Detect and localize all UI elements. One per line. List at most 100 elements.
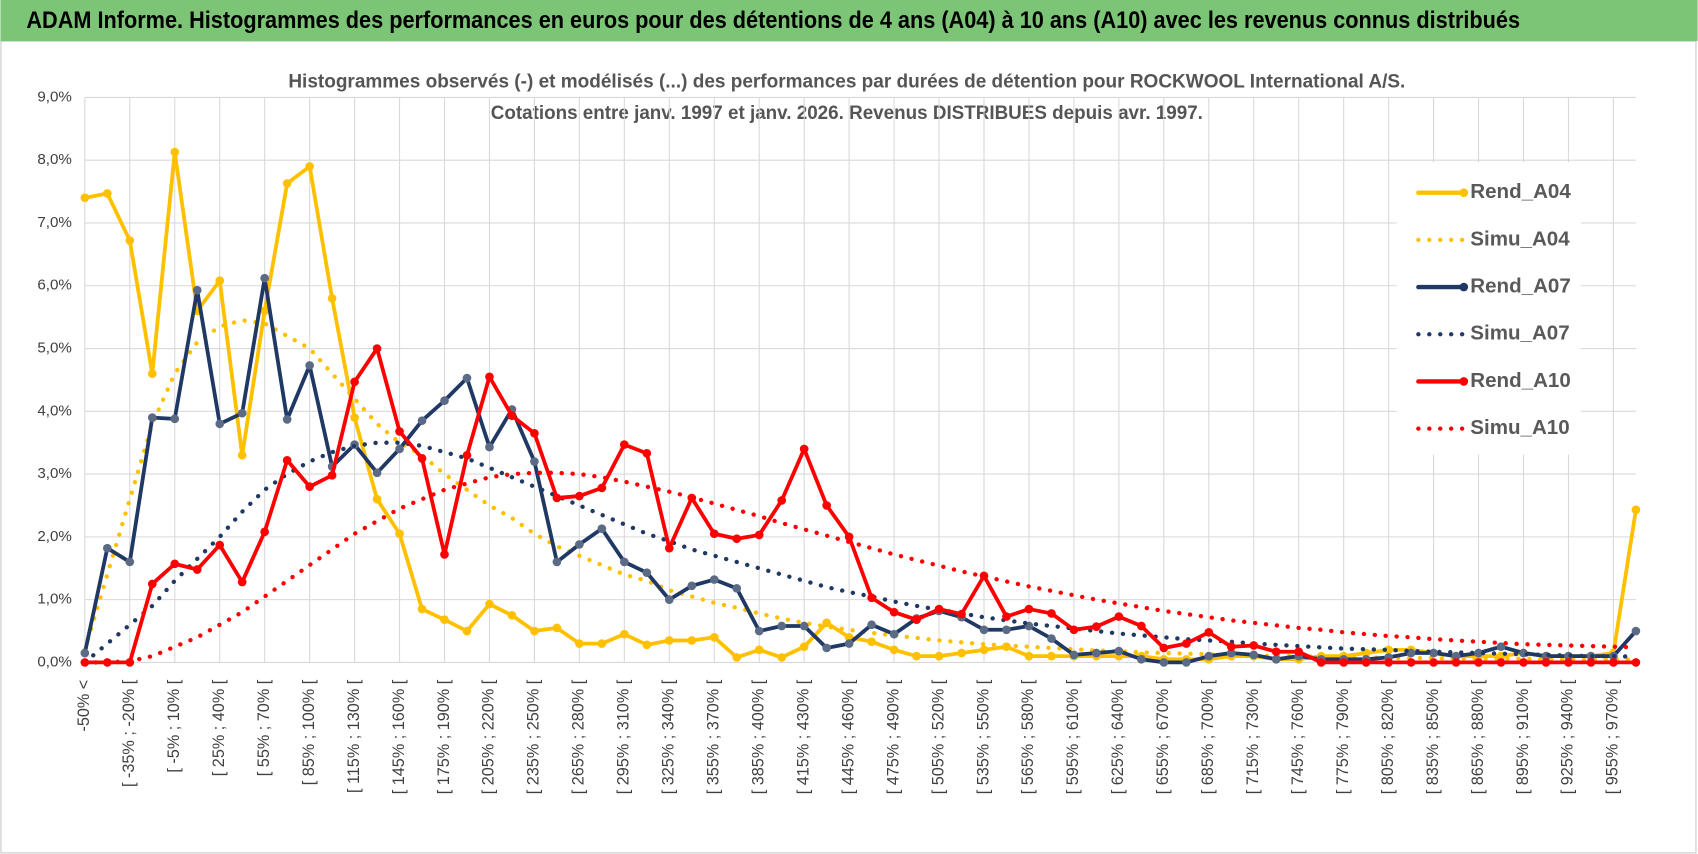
data-point [1429, 658, 1438, 667]
data-point [889, 645, 899, 655]
data-point [754, 530, 764, 540]
data-point [1361, 658, 1371, 667]
data-point [1137, 621, 1146, 631]
data-point [799, 621, 809, 631]
x-tick-label: [ 145% ; 160% [ [390, 679, 408, 794]
data-point [575, 639, 584, 648]
data-point [754, 645, 764, 655]
data-point [552, 493, 562, 503]
x-tick-label: [ 775% ; 790% [ [1334, 679, 1352, 794]
data-point [327, 293, 337, 303]
x-tick-label: [ 655% ; 670% [ [1154, 679, 1172, 794]
data-point [664, 636, 674, 645]
data-point [395, 427, 404, 436]
page-title: ADAM Informe. Histogrammes des performan… [26, 7, 1520, 34]
data-point [979, 625, 989, 635]
data-point [1226, 642, 1236, 652]
data-point [260, 527, 269, 537]
data-point [102, 543, 112, 553]
data-point [1631, 626, 1641, 636]
data-point [462, 626, 472, 636]
data-point [732, 584, 742, 593]
data-point [597, 524, 607, 534]
x-tick-label: [ 265% ; 280% [ [570, 679, 588, 794]
data-point [237, 577, 247, 587]
data-point [1249, 650, 1259, 660]
x-tick-label: [ 355% ; 370% [ [705, 679, 723, 794]
data-point [664, 595, 674, 604]
data-point [1047, 634, 1056, 643]
data-point [372, 344, 382, 353]
data-point [1586, 658, 1596, 667]
data-point [395, 444, 404, 454]
data-point [957, 648, 966, 658]
x-tick-label: [ 925% ; 940% [ [1559, 679, 1577, 794]
series-line [82, 470, 1639, 665]
data-point [912, 615, 921, 625]
x-tick-label: [ 175% ; 190% [ [435, 679, 453, 794]
data-point [1451, 651, 1461, 661]
y-tick-label: 9,0% [37, 88, 72, 105]
data-point [1024, 604, 1034, 614]
data-point [867, 593, 876, 603]
data-point [777, 621, 787, 631]
data-point [754, 626, 764, 636]
data-point [80, 648, 90, 658]
data-point [1181, 639, 1191, 648]
data-point [1204, 627, 1214, 637]
data-point [1002, 612, 1011, 621]
legend-label: Rend_A10 [1470, 369, 1571, 392]
data-point [1474, 658, 1483, 667]
legend-label: Simu_A07 [1470, 322, 1569, 345]
data-point [889, 629, 899, 639]
chart-subtitle: Cotations entre janv. 1997 et janv. 2026… [491, 102, 1203, 124]
data-point [1047, 651, 1056, 661]
data-point [440, 396, 449, 405]
data-point [709, 529, 719, 539]
y-tick-label: 1,0% [37, 591, 72, 608]
x-tick-label: [ 385% ; 400% [ [749, 679, 767, 794]
legend-label: Simu_A04 [1470, 227, 1570, 250]
data-point [1631, 505, 1641, 515]
data-point [867, 620, 876, 630]
data-point [777, 496, 787, 505]
data-point [147, 413, 157, 422]
x-tick-label: [ 25% ; 40% [ [210, 679, 228, 776]
data-point [1047, 609, 1056, 618]
x-tick-label: [ 295% ; 310% [ [615, 679, 633, 794]
data-point [282, 415, 292, 424]
data-point [417, 604, 427, 614]
data-point [260, 273, 269, 283]
data-point [1496, 642, 1506, 652]
data-point [709, 632, 719, 642]
data-point [395, 529, 404, 539]
data-point [1316, 658, 1326, 667]
data-point [1114, 646, 1124, 656]
data-point [1406, 648, 1416, 658]
y-tick-label: 8,0% [37, 151, 72, 168]
data-point [1384, 658, 1393, 667]
x-tick-label: [ 835% ; 850% [ [1424, 679, 1442, 794]
data-point [125, 236, 135, 245]
data-point [417, 416, 427, 426]
data-point [844, 639, 854, 648]
data-point [530, 457, 539, 466]
data-point [530, 428, 539, 438]
data-point [1496, 658, 1506, 667]
y-tick-label: 0,0% [37, 653, 72, 670]
data-point [507, 611, 517, 620]
data-point [350, 413, 359, 422]
data-point [844, 532, 854, 542]
y-tick-label: 2,0% [37, 528, 72, 545]
x-tick-label: [ -5% ; 10% [ [165, 679, 183, 772]
data-point [305, 482, 314, 491]
x-tick-label: [ 415% ; 430% [ [794, 679, 812, 794]
data-point [305, 162, 314, 171]
data-point [170, 559, 180, 569]
data-point [1024, 651, 1034, 661]
data-point [642, 568, 652, 577]
data-point [597, 639, 607, 648]
x-tick-label: [ 205% ; 220% [ [480, 679, 498, 794]
data-point [687, 581, 697, 591]
x-tick-label: [ 55% ; 70% [ [255, 679, 273, 776]
